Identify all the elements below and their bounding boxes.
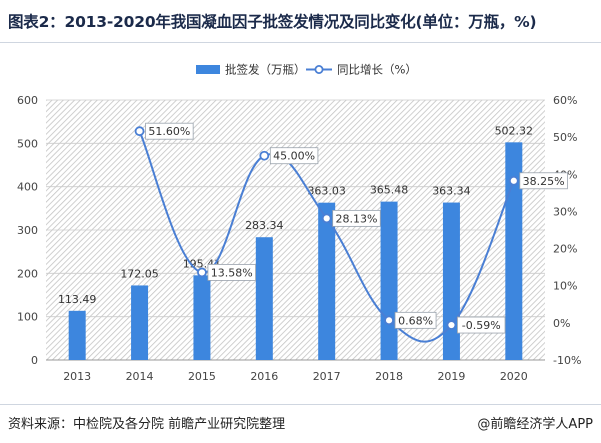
left-tick-label: 0 <box>31 354 38 367</box>
bar <box>318 202 336 360</box>
bar <box>255 237 273 360</box>
bar-value-label: 363.34 <box>432 185 471 198</box>
chart-title: 图表2：2013-2020年我国凝血因子批签发情况及同比变化(单位：万瓶，%) <box>8 13 537 31</box>
growth-value-label: 13.58% <box>211 266 253 279</box>
bar-series <box>68 142 523 360</box>
right-tick-label: -10% <box>553 354 581 367</box>
growth-point <box>508 175 519 186</box>
title-divider <box>0 42 601 43</box>
x-tick-label: 2013 <box>63 370 91 383</box>
legend: 批签发（万瓶） 同比增长（%） <box>196 63 417 77</box>
growth-label-box <box>457 316 506 334</box>
bar <box>193 275 211 360</box>
right-tick-label: 50% <box>553 131 577 144</box>
growth-label-box <box>145 122 194 140</box>
bar-value-label: 365.48 <box>370 184 409 197</box>
growth-label-box <box>332 209 381 227</box>
legend-bar-label: 批签发（万瓶） <box>225 63 306 77</box>
growth-value-label: 51.60% <box>148 125 190 138</box>
right-tick-label: 10% <box>553 280 577 293</box>
x-axis: 2013 2014 2015 2016 2017 2018 2019 2020 <box>46 359 545 383</box>
growth-label-box <box>394 311 437 329</box>
footer-divider <box>0 404 601 405</box>
bar <box>505 142 523 360</box>
left-tick-label: 300 <box>17 224 38 237</box>
source-note: 资料来源：中检院及各分院 前瞻产业研究院整理 <box>8 417 286 432</box>
right-tick-label: 0% <box>553 317 570 330</box>
x-tick-label: 2016 <box>250 370 278 383</box>
x-tick-label: 2015 <box>188 370 216 383</box>
bar-value-label: 113.49 <box>58 293 97 306</box>
bar <box>380 201 398 360</box>
right-tick-label: 30% <box>553 205 577 218</box>
bar <box>131 285 149 360</box>
legend-bar-swatch <box>196 65 220 74</box>
right-tick-label: 20% <box>553 243 577 256</box>
bar-value-label: 283.34 <box>245 219 284 232</box>
growth-point <box>259 150 270 161</box>
growth-label-box <box>269 147 319 165</box>
left-tick-label: 500 <box>17 137 38 150</box>
bar-value-label: 502.32 <box>495 124 534 137</box>
left-tick-label: 400 <box>17 181 38 194</box>
left-tick-label: 200 <box>17 267 38 280</box>
growth-point <box>321 213 332 224</box>
x-tick-label: 2014 <box>126 370 154 383</box>
growth-point <box>197 267 207 278</box>
right-tick-label: 60% <box>553 94 577 107</box>
x-tick-label: 2018 <box>375 370 403 383</box>
legend-line-marker <box>314 64 324 74</box>
growth-value-label: -0.59% <box>462 319 501 332</box>
bar <box>442 202 460 360</box>
growth-value-label: 28.13% <box>336 212 378 225</box>
growth-point <box>384 315 394 326</box>
legend-line-label: 同比增长（%） <box>337 63 417 77</box>
x-tick-label: 2020 <box>500 370 528 383</box>
right-axis: -10%0%10%20%30%40%50%60% <box>553 94 581 367</box>
brand-label: @前瞻经济学人APP <box>477 417 593 432</box>
x-tick-label: 2019 <box>437 370 465 383</box>
growth-label-box <box>519 172 568 190</box>
left-tick-label: 600 <box>17 94 38 107</box>
line-value-labels: 51.60% 13.58% 45.00% 28.13% 0.68% -0.59% 38.25… <box>134 122 568 334</box>
left-axis: 0 100 200 300 400 500 600 <box>17 94 38 367</box>
growth-point <box>446 320 457 330</box>
bar-value-label: 363.03 <box>307 185 346 198</box>
growth-value-label: 0.68% <box>398 314 433 327</box>
bar <box>68 310 86 360</box>
growth-value-label: 45.00% <box>273 150 315 163</box>
growth-value-label: 38.25% <box>523 175 565 188</box>
growth-label-box <box>207 264 256 281</box>
growth-point <box>134 126 145 137</box>
bar-value-label: 172.05 <box>120 267 159 280</box>
left-tick-label: 100 <box>17 311 38 324</box>
x-tick-label: 2017 <box>313 370 341 383</box>
